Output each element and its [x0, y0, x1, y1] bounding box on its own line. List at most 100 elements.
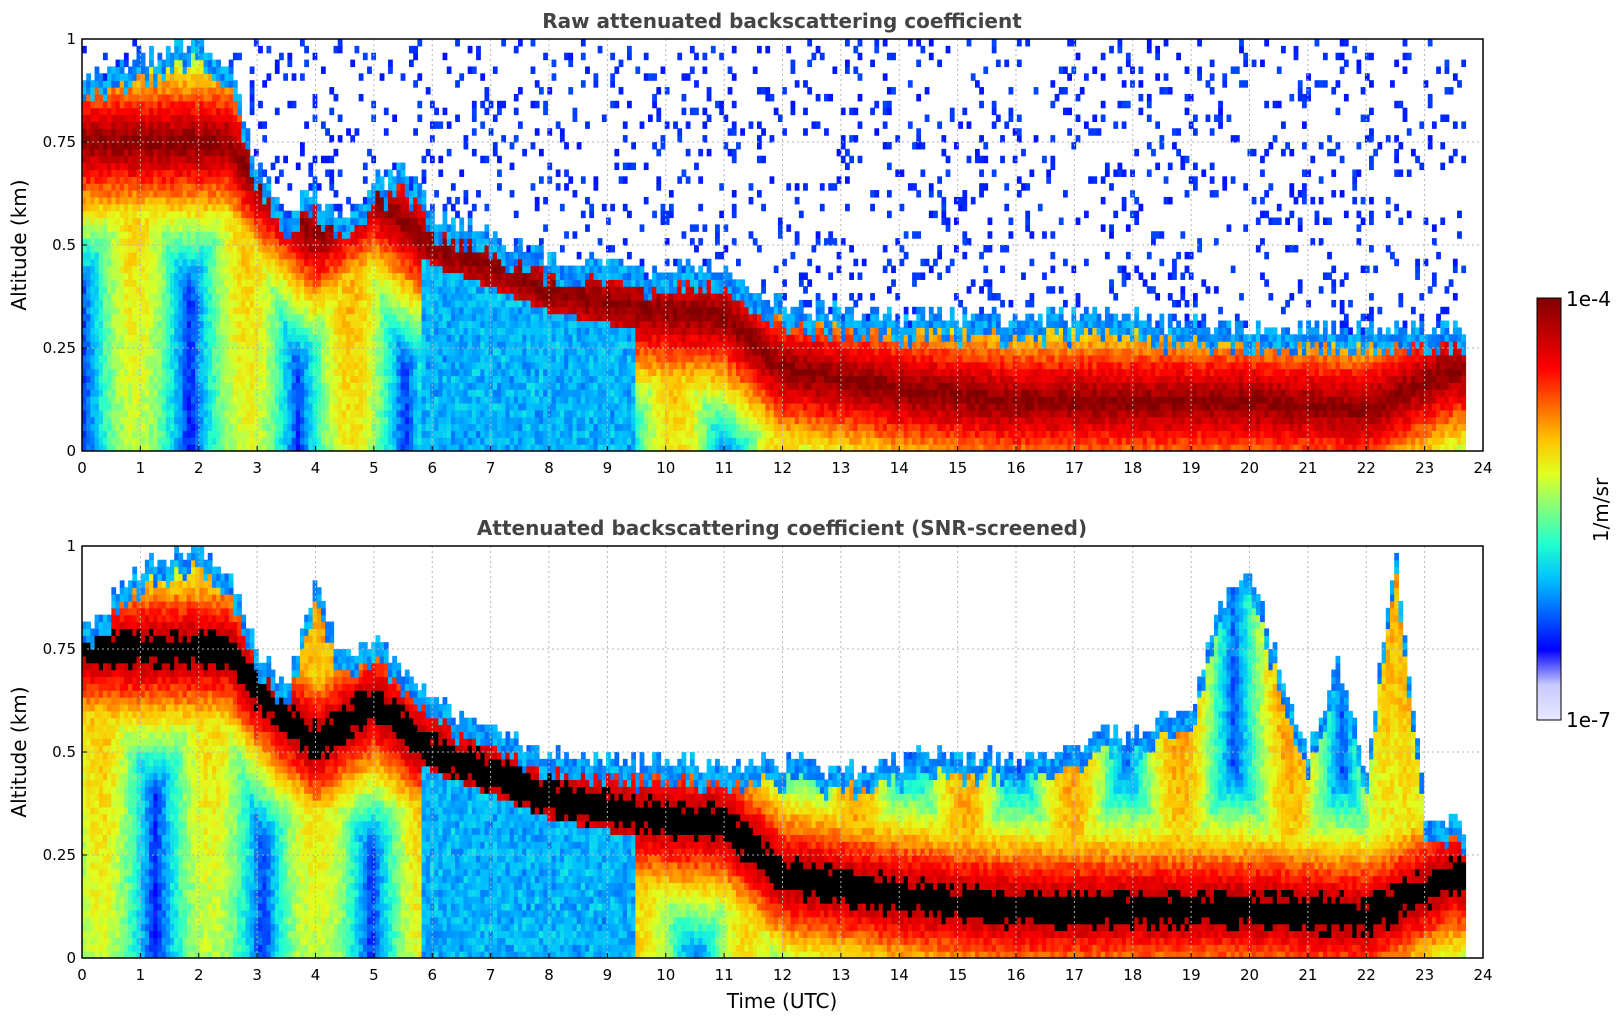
heatmap-cell — [262, 361, 268, 370]
heatmap-cell — [409, 265, 414, 274]
heatmap-cell — [107, 348, 112, 356]
heatmap-cell — [161, 121, 167, 129]
heatmap-cell — [337, 217, 343, 225]
heatmap-cell — [207, 196, 213, 205]
heatmap-cell — [534, 80, 540, 88]
heatmap-cell — [442, 107, 448, 116]
heatmap-cell — [501, 320, 507, 328]
heatmap-cell — [224, 121, 230, 129]
heatmap-cell — [224, 100, 230, 109]
heatmap-cell — [312, 100, 318, 109]
heatmap-cell — [404, 231, 410, 239]
heatmap-cell — [174, 409, 180, 418]
heatmap-cell — [119, 416, 125, 425]
heatmap-cell — [534, 368, 540, 377]
heatmap-cell — [195, 306, 200, 315]
heatmap-cell — [505, 396, 511, 404]
heatmap-cell — [421, 299, 427, 308]
heatmap-cell — [446, 66, 452, 74]
heatmap-cell — [396, 238, 402, 246]
heatmap-cell — [513, 293, 519, 301]
heatmap-cell — [484, 382, 490, 390]
heatmap-cell — [98, 114, 104, 122]
heatmap-cell — [442, 245, 448, 253]
heatmap-cell — [119, 293, 125, 301]
heatmap-cell — [132, 286, 138, 294]
heatmap-cell — [90, 258, 96, 267]
heatmap-cell — [262, 183, 268, 191]
heatmap-cell — [409, 183, 414, 191]
heatmap-cell — [279, 341, 284, 349]
heatmap-cell — [442, 416, 448, 425]
heatmap-cell — [526, 279, 532, 287]
heatmap-cell — [312, 375, 318, 383]
heatmap-cell — [538, 279, 544, 287]
heatmap-cell — [266, 231, 272, 239]
heatmap-cell — [325, 327, 330, 335]
heatmap-cell — [132, 348, 138, 356]
heatmap-cell — [253, 334, 259, 342]
heatmap-cell — [165, 66, 171, 74]
heatmap-cell — [262, 389, 268, 397]
heatmap-cell — [115, 375, 121, 383]
heatmap-cell — [417, 272, 423, 280]
heatmap-cell — [463, 389, 469, 397]
heatmap-cell — [505, 430, 511, 438]
heatmap-cell — [199, 142, 205, 150]
heatmap-cell — [157, 313, 163, 322]
heatmap-cell — [245, 334, 251, 342]
heatmap-cell — [182, 176, 188, 184]
heatmap-cell — [178, 251, 184, 260]
heatmap-cell — [279, 251, 284, 260]
heatmap-cell — [320, 423, 326, 431]
heatmap-cell — [174, 128, 180, 136]
heatmap-cell — [518, 361, 523, 370]
heatmap-cell — [140, 80, 146, 88]
heatmap-cell — [241, 299, 247, 308]
heatmap-cell — [245, 183, 251, 191]
heatmap-cell — [316, 368, 322, 377]
heatmap-cell — [136, 183, 142, 191]
heatmap-cell — [98, 354, 104, 363]
heatmap-cell — [320, 224, 326, 232]
heatmap-cell — [350, 306, 356, 315]
heatmap-cell — [153, 416, 159, 425]
heatmap-cell — [149, 162, 154, 171]
heatmap-cell — [413, 402, 418, 411]
heatmap-cell — [463, 258, 469, 267]
heatmap-cell — [220, 299, 226, 308]
heatmap-cell — [312, 279, 318, 287]
heatmap-cell — [207, 258, 213, 267]
heatmap-cell — [149, 327, 154, 335]
heatmap-cell — [270, 196, 276, 205]
heatmap-cell — [329, 293, 335, 301]
heatmap-cell — [199, 93, 205, 102]
heatmap-cell — [513, 272, 519, 280]
heatmap-cell — [337, 299, 343, 308]
heatmap-cell — [82, 217, 87, 225]
heatmap-cell — [140, 142, 146, 150]
heatmap-cell — [174, 169, 180, 177]
heatmap-cell — [157, 169, 163, 177]
heatmap-cell — [102, 80, 108, 88]
heatmap-cell — [107, 176, 112, 184]
heatmap-cell — [300, 375, 305, 383]
heatmap-cell — [186, 245, 192, 253]
heatmap-cell — [237, 279, 242, 287]
heatmap-cell — [279, 286, 284, 294]
heatmap-cell — [530, 265, 536, 274]
heatmap-cell — [333, 313, 339, 322]
heatmap-cell — [191, 258, 196, 267]
heatmap-cell — [140, 293, 146, 301]
heatmap-cell — [274, 210, 280, 219]
heatmap-cell — [513, 313, 519, 322]
heatmap-cell — [191, 190, 196, 198]
heatmap-cell — [367, 148, 372, 157]
heatmap-cell — [279, 279, 284, 287]
heatmap-cell — [111, 293, 117, 301]
heatmap-cell — [492, 437, 498, 445]
heatmap-cell — [203, 382, 209, 390]
heatmap-cell — [346, 313, 351, 322]
heatmap-cell — [480, 313, 486, 322]
heatmap-cell — [107, 272, 112, 280]
